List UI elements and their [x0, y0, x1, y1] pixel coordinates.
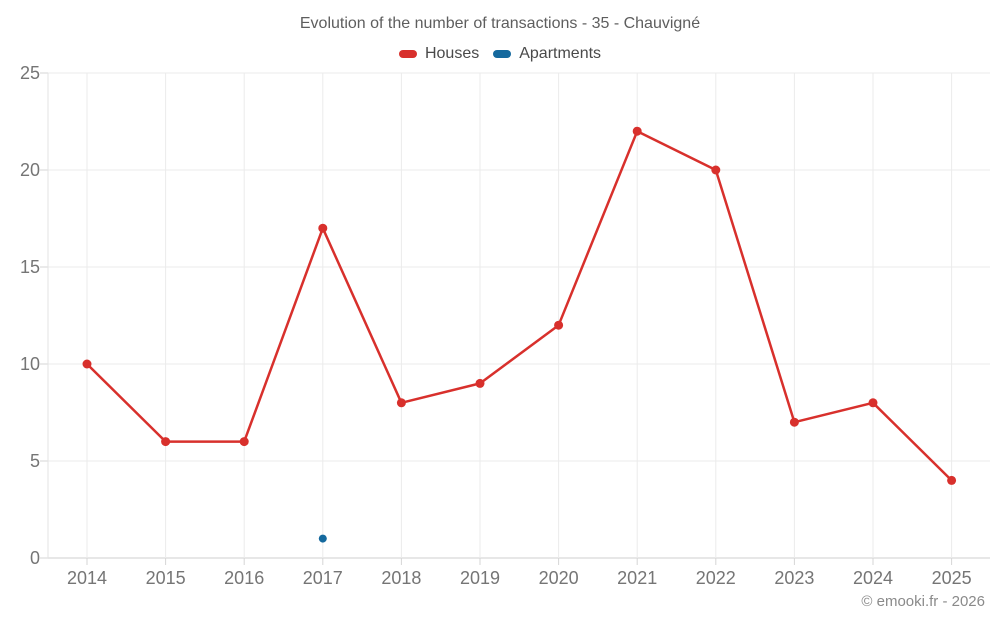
svg-text:10: 10 [20, 354, 40, 374]
svg-text:2019: 2019 [460, 568, 500, 588]
svg-text:2015: 2015 [146, 568, 186, 588]
svg-text:2014: 2014 [67, 568, 107, 588]
svg-text:5: 5 [30, 451, 40, 471]
svg-text:2017: 2017 [303, 568, 343, 588]
legend: Houses Apartments [0, 45, 1000, 63]
svg-text:2021: 2021 [617, 568, 657, 588]
svg-text:2020: 2020 [539, 568, 579, 588]
svg-text:2025: 2025 [932, 568, 972, 588]
svg-text:15: 15 [20, 257, 40, 277]
svg-text:2018: 2018 [381, 568, 421, 588]
svg-text:2024: 2024 [853, 568, 893, 588]
svg-text:20: 20 [20, 160, 40, 180]
legend-item-apartments[interactable]: Apartments [493, 45, 601, 63]
svg-text:25: 25 [20, 63, 40, 83]
chart-title: Evolution of the number of transactions … [299, 15, 701, 32]
svg-text:0: 0 [30, 548, 40, 568]
svg-text:2022: 2022 [696, 568, 736, 588]
copyright-text: © emooki.fr - 2026 [861, 593, 985, 610]
apartments-swatch-icon [493, 50, 512, 58]
svg-text:2023: 2023 [774, 568, 814, 588]
houses-swatch-icon [398, 50, 417, 58]
legend-item-houses[interactable]: Houses [398, 45, 480, 63]
svg-text:2016: 2016 [224, 568, 264, 588]
legend-label-apartments: Apartments [519, 45, 602, 62]
legend-label-houses: Houses [424, 45, 480, 62]
